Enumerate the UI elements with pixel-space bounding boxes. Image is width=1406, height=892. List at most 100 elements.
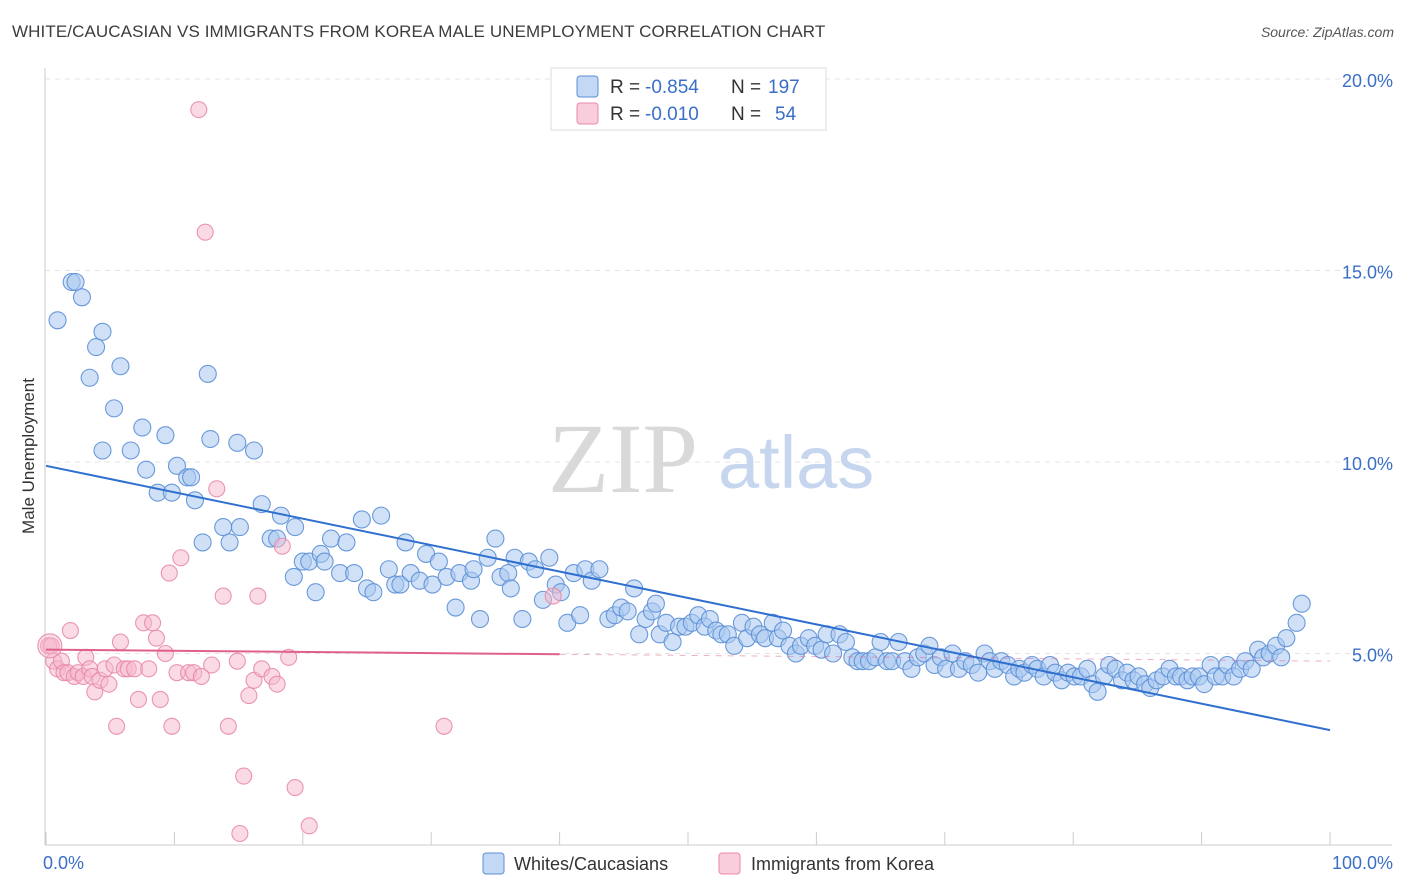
data-point-korea (249, 587, 267, 605)
data-point-whites (352, 510, 371, 529)
data-point-korea (231, 824, 249, 843)
data-point-whites (93, 441, 112, 460)
data-point-whites (590, 560, 609, 579)
data-point-whites (48, 311, 67, 330)
legend-swatch-korea (576, 102, 599, 125)
data-point-whites (214, 518, 233, 537)
data-point-whites (105, 399, 124, 418)
gridlines (45, 78, 1392, 654)
bottom-legend-label-whites: Whites/Caucasians (514, 854, 668, 874)
data-point-whites (379, 560, 398, 579)
data-point-korea (219, 717, 237, 735)
data-point-korea (235, 767, 253, 785)
data-point-korea (160, 564, 178, 582)
data-point-korea (144, 614, 162, 632)
data-point-korea (140, 660, 158, 678)
data-point-whites (315, 552, 334, 571)
data-point-whites (486, 529, 505, 548)
data-point-korea (129, 690, 147, 709)
watermark-atlas: atlas (718, 421, 874, 504)
data-point-whites (630, 625, 649, 644)
chart-title: WHITE/CAUCASIAN VS IMMIGRANTS FROM KOREA… (12, 22, 826, 41)
data-point-korea (147, 629, 165, 647)
y-tick-labels: 5.0% 10.0% 15.0% 20.0% (1342, 71, 1393, 666)
data-point-whites (244, 441, 264, 460)
bottom-legend: Whites/Caucasians Immigrants from Korea (482, 852, 935, 875)
bottom-legend-swatch-whites (482, 852, 505, 875)
data-point-korea (111, 633, 130, 651)
data-point-korea (268, 675, 286, 693)
data-point-korea (228, 652, 246, 670)
data-point-whites (182, 468, 201, 487)
data-point-korea (151, 690, 169, 709)
data-point-whites (72, 288, 92, 307)
trend-line-korea (45, 648, 560, 656)
data-point-korea (300, 817, 318, 835)
data-point-korea (190, 101, 208, 119)
legend-r-label: R = (610, 77, 645, 98)
trend-lines (45, 464, 1331, 732)
x-ticks (45, 832, 1331, 845)
data-point-whites (93, 322, 112, 341)
data-point-korea (108, 717, 126, 735)
data-point-whites (364, 583, 383, 602)
y-axis-title: Male Unemployment (19, 378, 38, 534)
bottom-legend-swatch-korea (718, 852, 741, 875)
data-point-korea (240, 687, 258, 705)
data-point-whites (618, 602, 637, 621)
y-tick-label: 10.0% (1342, 454, 1393, 474)
data-point-whites (446, 598, 465, 617)
data-point-whites (133, 418, 152, 437)
data-point-whites (1078, 659, 1097, 678)
legend-r-value: -0.010 (645, 104, 699, 125)
data-point-korea (156, 644, 174, 663)
data-point-whites (773, 621, 793, 640)
data-point-whites (228, 433, 247, 452)
legend-r-label: R = (610, 104, 645, 125)
data-point-whites (167, 456, 187, 475)
data-point-whites (1292, 594, 1311, 613)
data-point-whites (429, 552, 448, 571)
data-point-korea (192, 667, 210, 686)
data-point-whites (156, 426, 175, 445)
data-point-whites (121, 441, 140, 460)
data-point-whites (540, 548, 559, 567)
data-point-whites (345, 564, 364, 583)
bottom-legend-label-korea: Immigrants from Korea (751, 854, 935, 874)
trend-line-korea-extension (559, 653, 1331, 662)
data-point-whites (1242, 659, 1261, 678)
data-point-korea (544, 587, 562, 605)
data-point-korea (203, 656, 221, 674)
data-point-korea (163, 717, 181, 735)
data-point-whites (499, 564, 518, 583)
data-point-whites (470, 609, 490, 629)
legend-r-value: -0.854 (645, 77, 699, 98)
series-immigrants-from-korea (37, 101, 562, 843)
data-point-whites (306, 583, 325, 602)
x-tick-label-min: 0.0% (43, 853, 84, 873)
data-point-korea (100, 675, 118, 693)
data-point-whites (284, 567, 303, 586)
data-point-whites (571, 606, 590, 625)
data-point-whites (198, 364, 217, 383)
data-point-whites (337, 533, 356, 552)
data-point-korea (172, 549, 190, 567)
data-point-whites (321, 529, 341, 548)
data-point-korea (286, 778, 304, 797)
x-tick-label-max: 100.0% (1332, 853, 1393, 873)
data-point-whites (663, 632, 682, 652)
data-point-korea (273, 537, 291, 555)
legend-box: R = -0.854 N = 197 R = -0.010 N = 54 (550, 67, 827, 131)
legend-n-value: 197 (768, 77, 800, 98)
data-point-whites (137, 460, 156, 479)
y-tick-label: 15.0% (1342, 263, 1393, 283)
data-point-whites (230, 518, 249, 537)
data-point-whites (1277, 629, 1296, 648)
data-point-whites (286, 518, 305, 537)
legend-n-value: 54 (775, 104, 797, 125)
data-point-whites (646, 594, 665, 613)
data-point-korea (61, 621, 79, 640)
data-point-whites (824, 644, 843, 663)
data-point-whites (80, 368, 99, 387)
